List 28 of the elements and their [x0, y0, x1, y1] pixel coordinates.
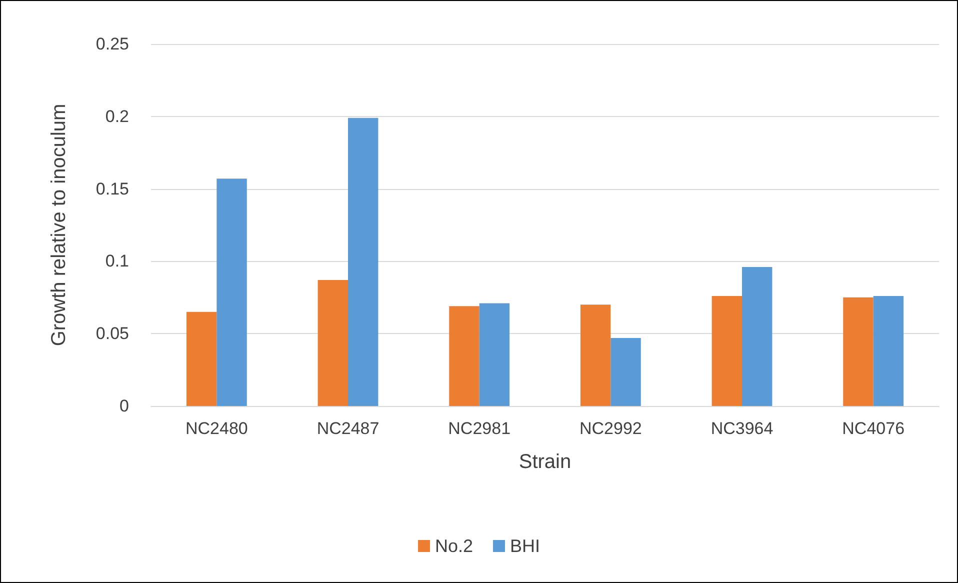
x-tick-label: NC2487 [316, 419, 380, 438]
bar [348, 118, 378, 406]
x-tick-label: NC2981 [448, 419, 511, 438]
x-tick-label: NC4076 [842, 419, 905, 438]
x-tick-label: NC3964 [710, 419, 774, 438]
bar [186, 312, 217, 406]
x-axis-title: Strain [518, 451, 572, 473]
x-tick-label: NC2992 [579, 419, 642, 438]
bar [580, 304, 611, 406]
bar [479, 303, 510, 406]
y-tick-label: 0.15 [96, 179, 129, 198]
x-tick-label: NC2480 [185, 419, 248, 438]
y-axis-title: Growth relative to inoculum [48, 104, 70, 346]
bar [712, 296, 742, 406]
bar [216, 178, 247, 406]
bar [742, 266, 772, 406]
legend-label: BHI [510, 536, 540, 556]
bar [610, 338, 641, 406]
bar [449, 306, 480, 406]
y-tick-label: 0.2 [105, 106, 129, 126]
y-tick-label: 0.05 [96, 324, 129, 344]
legend-label: No.2 [434, 536, 474, 556]
y-tick-label: 0.1 [105, 252, 129, 271]
y-tick-label: 0 [120, 396, 129, 416]
bar [843, 297, 874, 406]
y-tick-label: 0.25 [96, 34, 129, 54]
bar [318, 280, 348, 406]
bar [873, 296, 904, 406]
